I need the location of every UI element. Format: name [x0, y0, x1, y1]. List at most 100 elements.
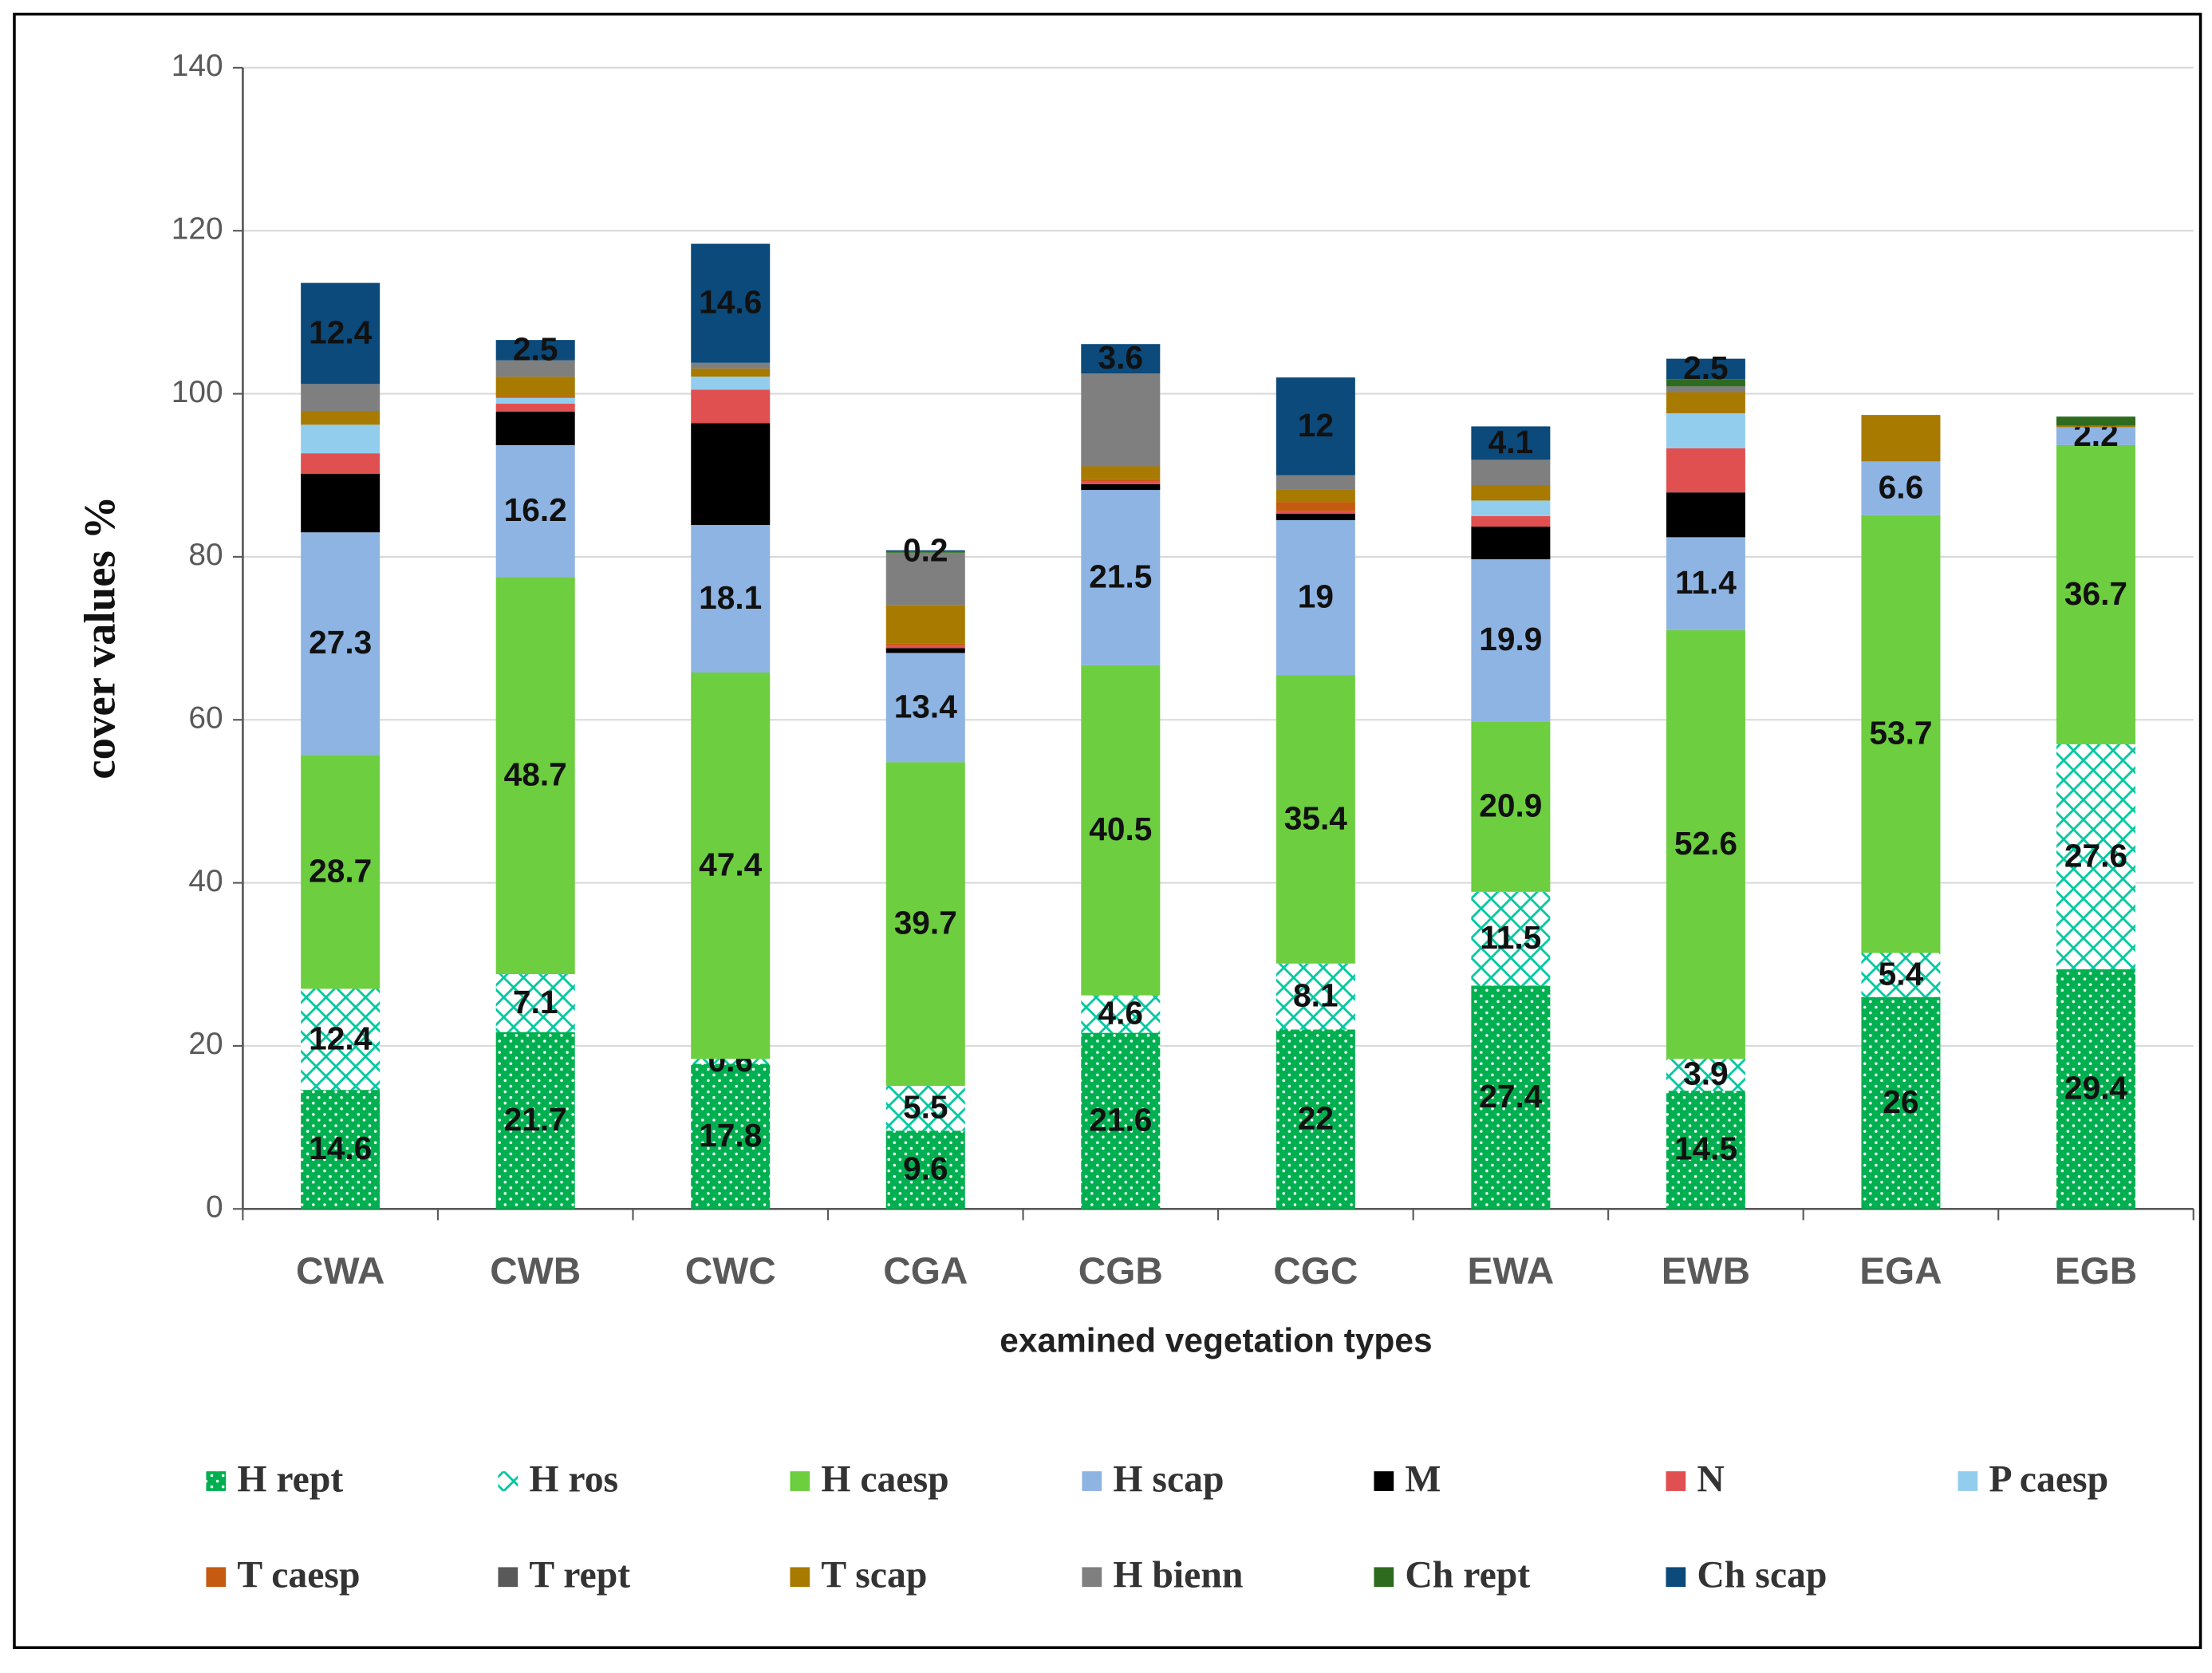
y-tick-label: 120	[172, 211, 223, 246]
data-label: 17.8	[699, 1117, 762, 1154]
x-tick-label: CGC	[1273, 1250, 1358, 1292]
legend-swatch	[1666, 1471, 1686, 1491]
data-label: 5.5	[903, 1089, 948, 1126]
bar-segment	[1666, 629, 1745, 1059]
bar-segment	[1666, 1091, 1745, 1209]
bar-segment	[885, 551, 965, 553]
bar-segment	[1276, 502, 1355, 511]
legend-swatch	[790, 1471, 810, 1491]
data-label: 19.9	[1479, 621, 1542, 657]
data-label: 39.7	[894, 905, 957, 941]
data-label: 22	[1298, 1099, 1334, 1136]
bar-segment	[2056, 427, 2135, 445]
bar-segment	[691, 1063, 771, 1209]
bar-segment	[2056, 744, 2135, 969]
bar-segment	[301, 384, 380, 412]
bar-segment	[1276, 963, 1355, 1030]
data-label: 11.5	[1480, 919, 1541, 956]
legend-label: T caesp	[237, 1553, 360, 1596]
data-label: 21.7	[504, 1101, 567, 1138]
x-tick-label: EWA	[1468, 1250, 1555, 1292]
bar-segment	[1081, 479, 1161, 482]
data-label: 35.4	[1284, 799, 1348, 836]
legend-swatch	[206, 1567, 227, 1588]
bar-segment	[1861, 461, 1941, 515]
bar-segment	[1276, 377, 1355, 475]
bar-segment	[2056, 425, 2135, 428]
bar-segment	[691, 243, 771, 363]
data-label: 13.4	[894, 688, 958, 724]
legend-label: H scap	[1113, 1458, 1224, 1500]
bar-segment	[495, 1032, 575, 1209]
bar-segment	[495, 974, 575, 1032]
legend-label: H ros	[529, 1458, 618, 1500]
data-label: 7.1	[513, 984, 558, 1020]
bar-segment	[1666, 413, 1745, 449]
data-label: 48.7	[504, 756, 567, 793]
bar-segment	[885, 643, 965, 646]
bar-segment	[885, 653, 965, 763]
data-label: 20.9	[1479, 787, 1542, 824]
data-label: 52.6	[1674, 825, 1737, 862]
bar-segment	[1276, 675, 1355, 964]
bar-segment	[691, 423, 771, 526]
bar-segment	[691, 362, 771, 369]
data-label: 2.5	[513, 330, 558, 367]
bar-segment	[1471, 515, 1551, 527]
y-tick-label: 60	[188, 701, 223, 736]
bar-segment	[301, 424, 380, 454]
legend-label: P caesp	[1989, 1458, 2108, 1500]
bar-segment	[691, 377, 771, 390]
data-label: 21.5	[1089, 558, 1152, 594]
bar-segment	[1861, 515, 1941, 953]
data-label: 29.4	[2064, 1070, 2128, 1107]
bar-segment	[495, 577, 575, 975]
x-tick-label: EWB	[1662, 1250, 1750, 1292]
bar-segment	[301, 282, 380, 385]
bar-segment	[1861, 996, 1941, 1209]
bar-segment	[1471, 985, 1551, 1209]
data-label: 47.4	[699, 846, 763, 883]
y-tick-label: 20	[188, 1027, 223, 1061]
data-label: 27.6	[2064, 837, 2127, 874]
bar-segment	[301, 1090, 380, 1209]
y-axis-title: cover values %	[76, 496, 124, 779]
bar-segment	[691, 389, 771, 424]
bar-segment	[1861, 415, 1941, 462]
bar-segment	[1471, 721, 1551, 892]
data-label: 3.6	[1098, 339, 1144, 376]
data-label: 40.5	[1089, 811, 1152, 847]
bar-segment	[2056, 444, 2135, 744]
bar-segment	[691, 1059, 771, 1064]
data-label: 16.2	[504, 491, 567, 528]
legend-swatch	[206, 1471, 227, 1491]
legend-label: T rept	[529, 1553, 630, 1596]
bar-segment	[1666, 537, 1745, 630]
legend-label: H caesp	[821, 1458, 948, 1500]
bar-segment	[1471, 500, 1551, 516]
data-label: 14.5	[1674, 1130, 1737, 1167]
legend-swatch	[1958, 1471, 1978, 1491]
data-label: 27.4	[1479, 1078, 1543, 1115]
legend-swatch	[498, 1471, 518, 1491]
x-tick-label: CWC	[685, 1250, 776, 1292]
bar-segment	[1276, 489, 1355, 503]
legend-label: T scap	[821, 1553, 927, 1596]
x-tick-label: CWA	[296, 1250, 384, 1292]
bar-segment	[885, 552, 965, 606]
data-label: 0.2	[903, 531, 948, 568]
bar-segment	[1471, 484, 1551, 501]
data-label: 12	[1298, 407, 1334, 444]
data-label: 21.6	[1089, 1101, 1152, 1138]
y-tick-label: 100	[172, 375, 223, 409]
legend-label: N	[1697, 1458, 1724, 1500]
bar-segment	[1081, 481, 1161, 484]
bar-segment	[885, 645, 965, 649]
data-label: 26	[1883, 1083, 1918, 1120]
frame	[13, 12, 2202, 1649]
bar-segment	[495, 340, 575, 361]
bar-segment	[495, 396, 575, 398]
bar-segment	[495, 377, 575, 397]
bar-segment	[1276, 513, 1355, 520]
